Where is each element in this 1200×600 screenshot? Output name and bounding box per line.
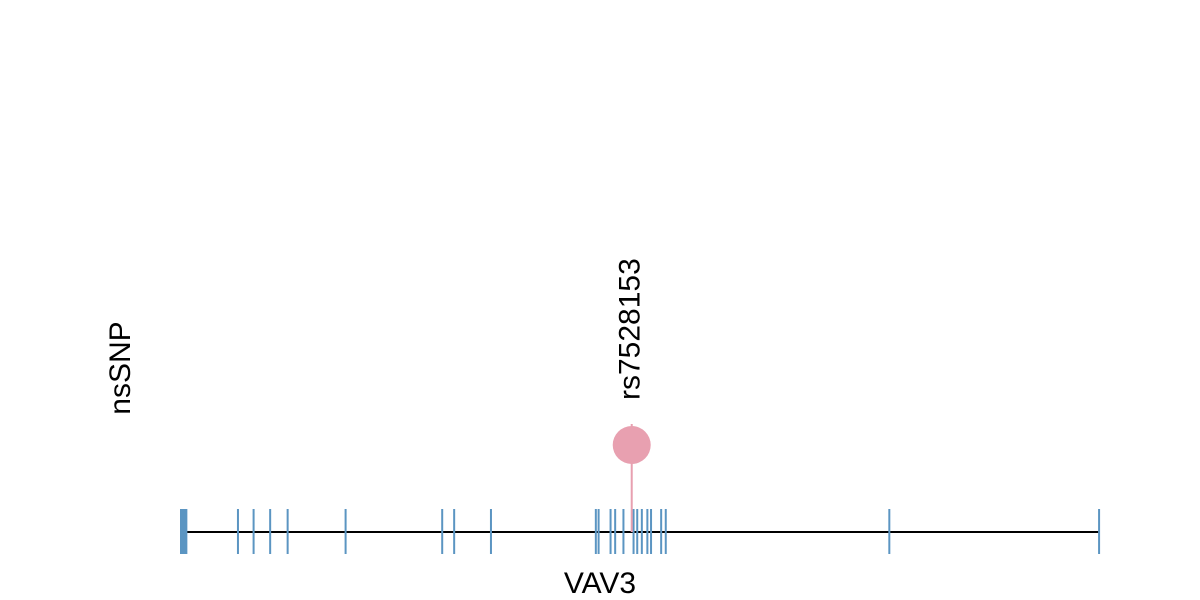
- x-axis-label: VAV3: [564, 567, 636, 600]
- exon: [441, 509, 444, 554]
- exon: [236, 509, 239, 554]
- exon: [594, 509, 597, 554]
- exon: [609, 509, 612, 554]
- exon: [660, 509, 663, 554]
- exon: [252, 509, 255, 554]
- exon: [180, 509, 188, 554]
- exon: [1098, 509, 1101, 554]
- exon: [636, 509, 639, 554]
- exon: [489, 509, 492, 554]
- exon: [344, 509, 347, 554]
- exon: [269, 509, 272, 554]
- snp-head: [612, 426, 651, 464]
- exon: [622, 509, 625, 554]
- exon: [650, 509, 653, 554]
- exon: [888, 509, 891, 554]
- exon: [614, 509, 617, 554]
- exon: [286, 509, 289, 554]
- exon: [664, 509, 667, 554]
- exon: [640, 509, 643, 554]
- exon: [632, 509, 635, 554]
- y-axis-label: nsSNP: [104, 321, 137, 414]
- exon: [646, 509, 649, 554]
- exon: [597, 509, 600, 554]
- exon: [453, 509, 456, 554]
- snp-label: rs7528153: [614, 258, 647, 400]
